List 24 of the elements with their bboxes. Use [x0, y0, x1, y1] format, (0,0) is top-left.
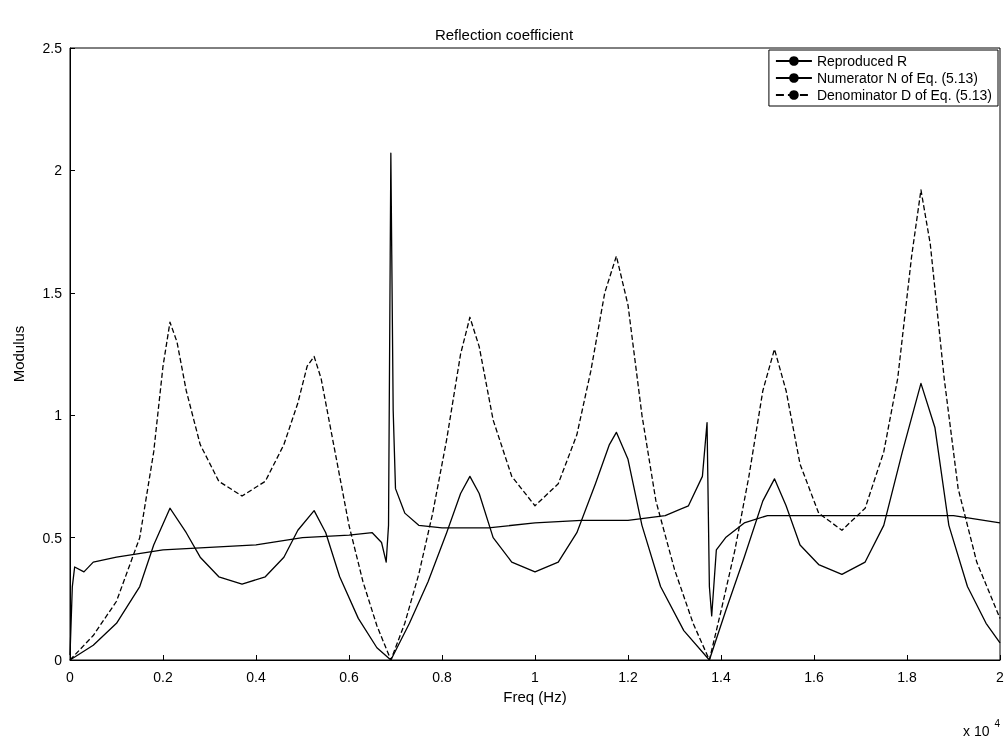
x-tick-label: 1	[531, 669, 540, 685]
x-tick-label: 1.8	[897, 669, 917, 685]
x-tick-label: 0.6	[339, 669, 359, 685]
x-tick-label: 1.6	[804, 669, 824, 685]
y-tick-label: 0	[54, 652, 63, 668]
y-tick-label: 2	[54, 162, 63, 179]
x-tick-label: 0.8	[432, 669, 452, 685]
x-tick-label: 0.4	[246, 669, 266, 685]
y-axis-title: Modulus	[10, 325, 27, 383]
y-tick-label: 0.5	[42, 529, 63, 546]
x-axis-title: Freq (Hz)	[503, 687, 567, 705]
legend-label: Numerator N of Eq. (5.13)	[816, 70, 978, 86]
legend-label: Denominator D of Eq. (5.13)	[816, 87, 993, 103]
x-tick-label: 0	[66, 669, 75, 685]
x-tick-label: 0.2	[153, 669, 173, 685]
x-tick-label: 1.4	[711, 669, 731, 685]
x-tick-label: 2	[996, 669, 1005, 685]
x-tick-label: 1.2	[618, 669, 638, 685]
y-tick-label: 1.5	[42, 284, 63, 301]
text: x 104	[963, 717, 1001, 739]
y-tick-label: 1	[54, 407, 63, 424]
legend-label: Reproduced R	[816, 53, 908, 69]
chart-title: Reflection coefficient	[434, 26, 574, 43]
y-tick-label: 2.5	[42, 40, 63, 56]
